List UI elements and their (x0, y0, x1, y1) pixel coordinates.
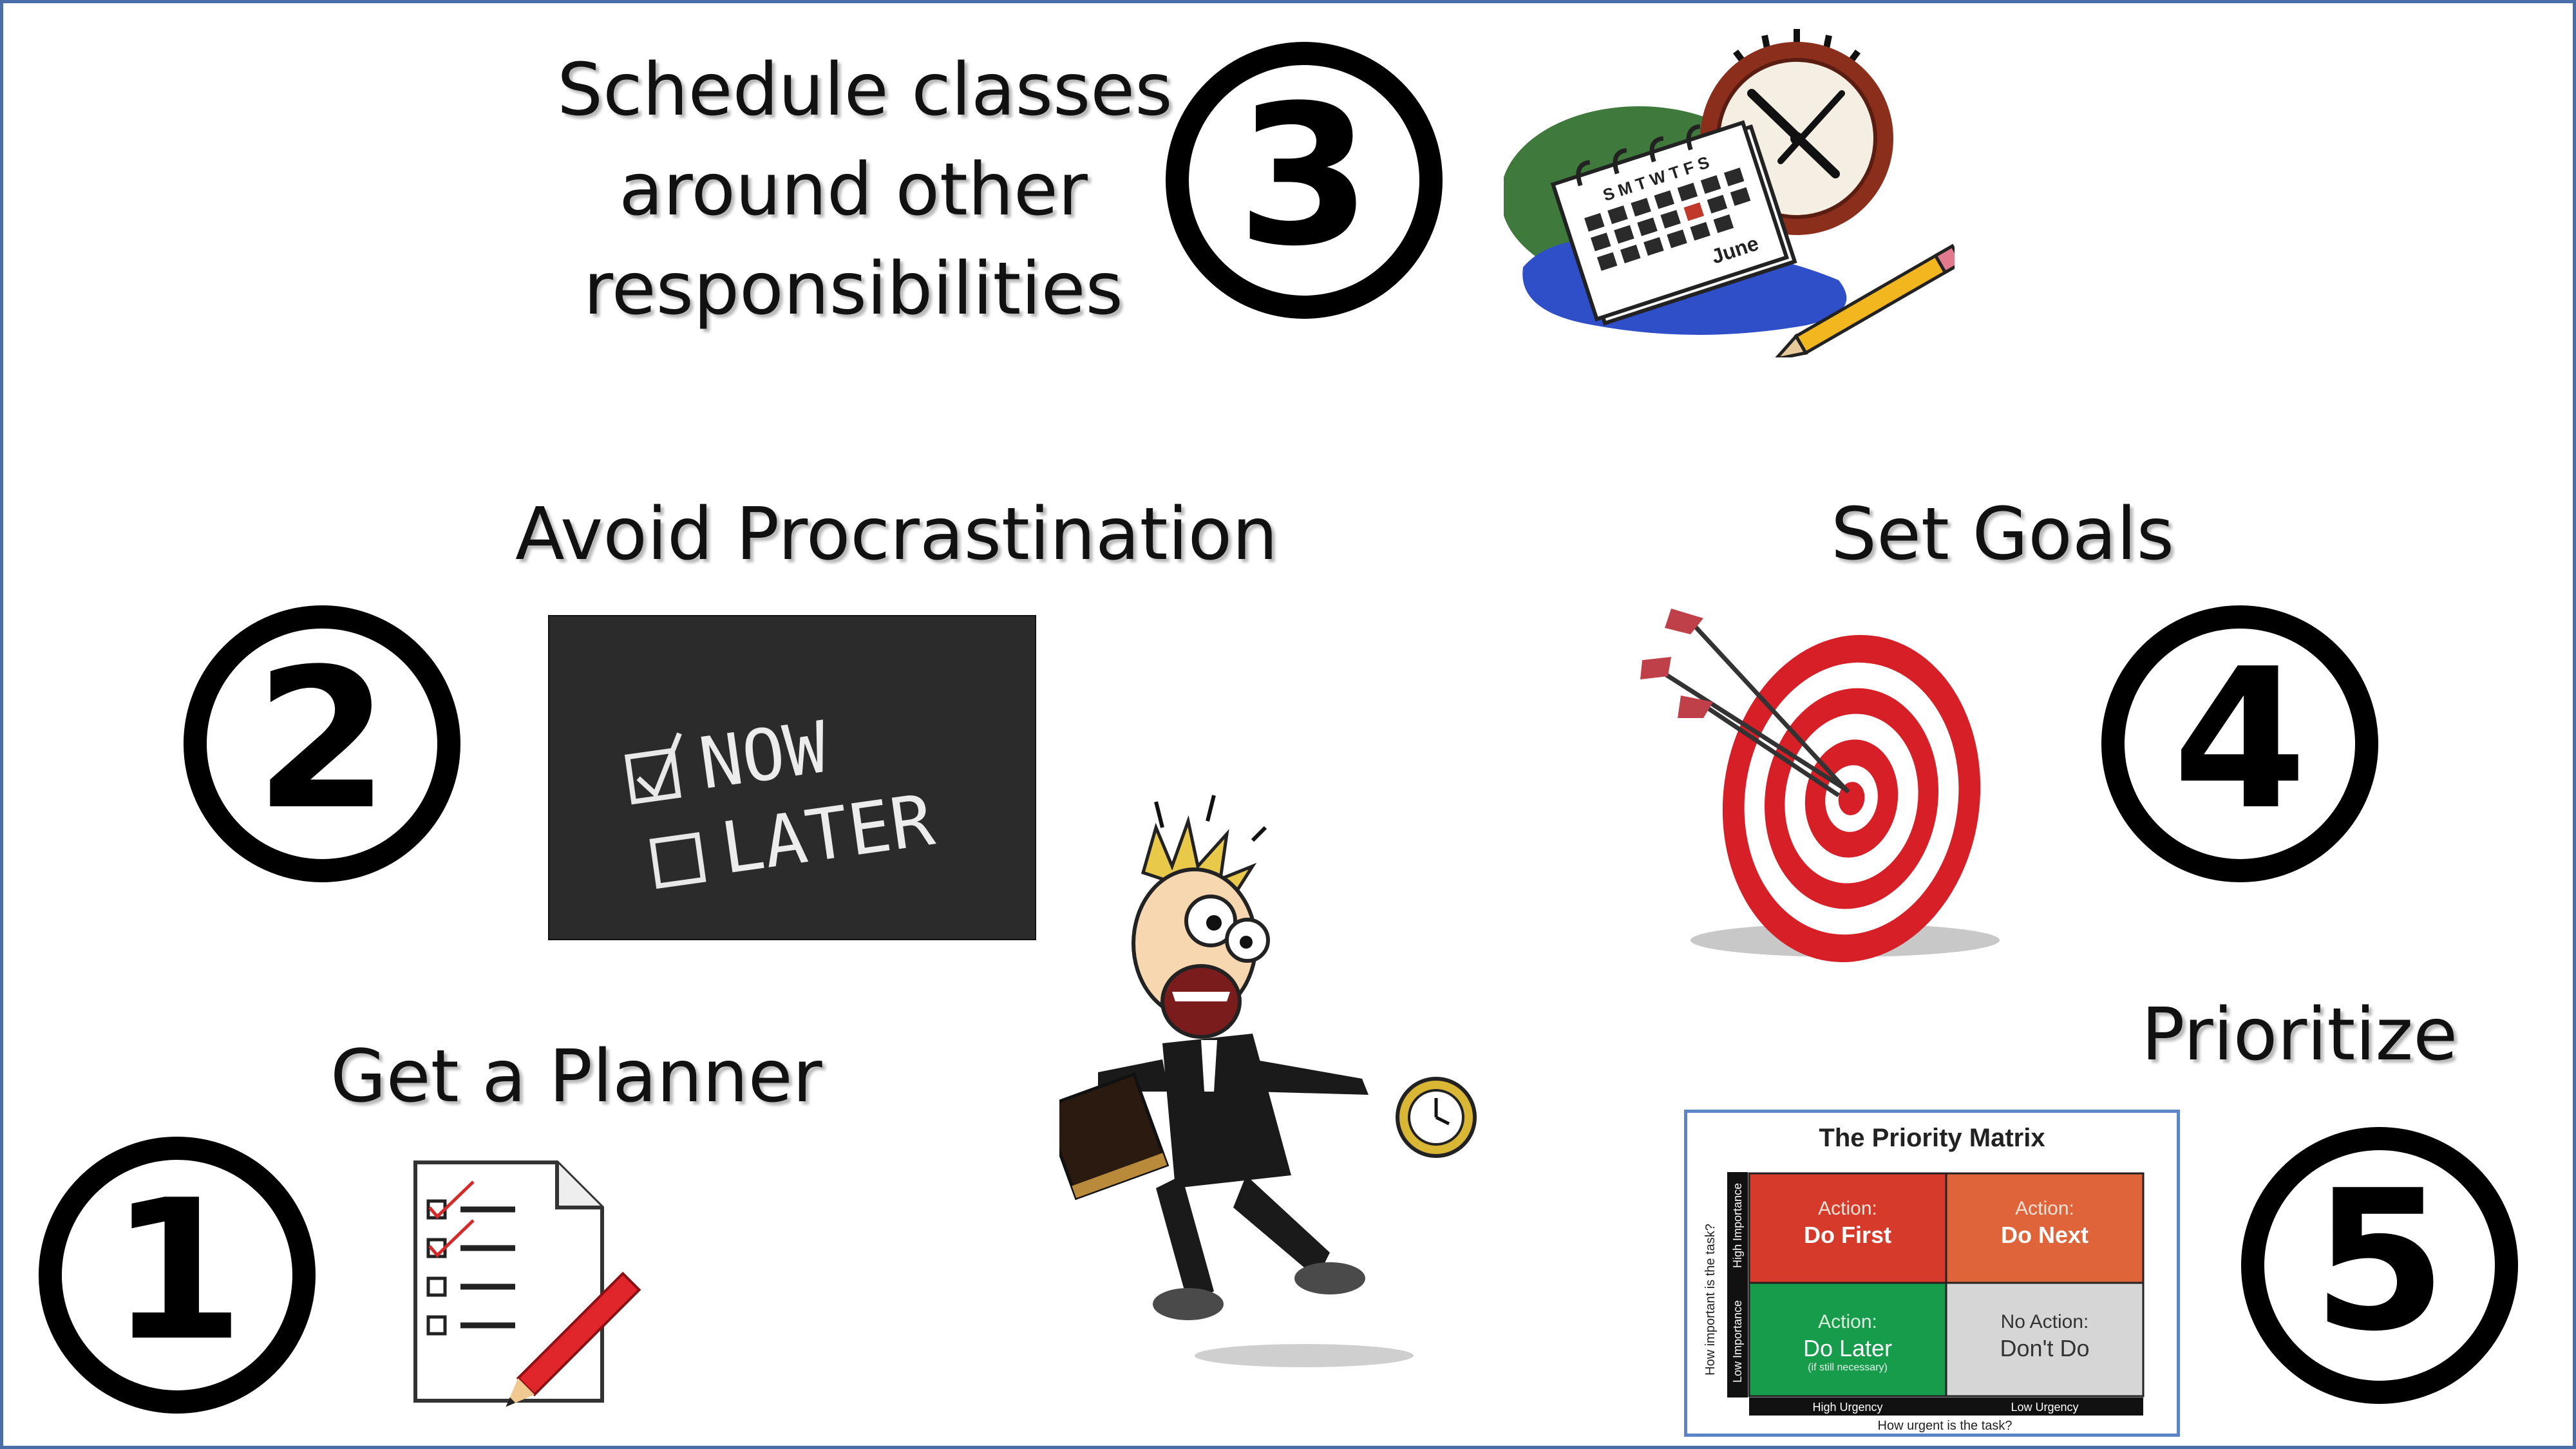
calendar-clock-icon: S M T W T F S June (1504, 29, 1955, 357)
number-2-badge: 2 (184, 605, 460, 882)
checklist-icon (413, 1160, 641, 1407)
matrix-cell-3-sub: (if still necessary) (1808, 1362, 1888, 1373)
planner-label: Get a Planner (330, 1035, 822, 1119)
stressed-man-illustration (1059, 795, 1477, 1367)
schedule-label: Schedule classes around other responsibi… (557, 41, 1173, 339)
matrix-cell-4-main: Don't Do (2000, 1335, 2090, 1361)
goals-label: Set Goals (1831, 493, 2174, 576)
number-1-badge: 1 (39, 1137, 316, 1414)
matrix-cell-2-top: Action: (2015, 1198, 2074, 1219)
matrix-cell-3 (1748, 1282, 1947, 1397)
chalkboard-image: NOW LATER (548, 615, 1036, 940)
matrix-cell-3-top: Action: (1818, 1311, 1877, 1332)
matrix-cell-3-main: Do Later (1803, 1335, 1892, 1361)
schedule-line-3: responsibilities (583, 247, 1123, 332)
target-arrows-icon (1640, 609, 2000, 963)
matrix-x-axis: How urgent is the task? (1878, 1419, 2012, 1433)
matrix-title: The Priority Matrix (1819, 1124, 2045, 1152)
matrix-cell-1 (1748, 1172, 1947, 1284)
matrix-cell-4-top: No Action: (2001, 1311, 2089, 1332)
matrix-y-high: High Importance (1731, 1183, 1744, 1268)
matrix-x-high: High Urgency (1812, 1401, 1882, 1414)
matrix-y-low: Low Importance (1731, 1300, 1744, 1383)
matrix-cell-2-main: Do Next (2001, 1222, 2088, 1248)
matrix-cell-1-main: Do First (1804, 1222, 1891, 1248)
matrix-cell-2 (1945, 1172, 2145, 1284)
chalk-now-text: NOW (694, 706, 833, 806)
schedule-line-1: Schedule classes (557, 48, 1173, 132)
procrastination-label: Avoid Procrastination (515, 493, 1278, 576)
schedule-line-2: around other (619, 147, 1088, 232)
matrix-cell-4 (1945, 1282, 2145, 1397)
number-4-badge: 4 (2101, 605, 2378, 882)
matrix-y-axis: How important is the task? (1703, 1224, 1718, 1376)
matrix-x-low: Low Urgency (2011, 1401, 2078, 1414)
matrix-cell-1-top: Action: (1818, 1198, 1877, 1219)
prioritize-label: Prioritize (2141, 993, 2458, 1077)
priority-matrix: The Priority Matrix How important is the… (1684, 1110, 2180, 1437)
number-3-badge: 3 (1166, 42, 1443, 319)
number-5-badge: 5 (2241, 1127, 2518, 1404)
